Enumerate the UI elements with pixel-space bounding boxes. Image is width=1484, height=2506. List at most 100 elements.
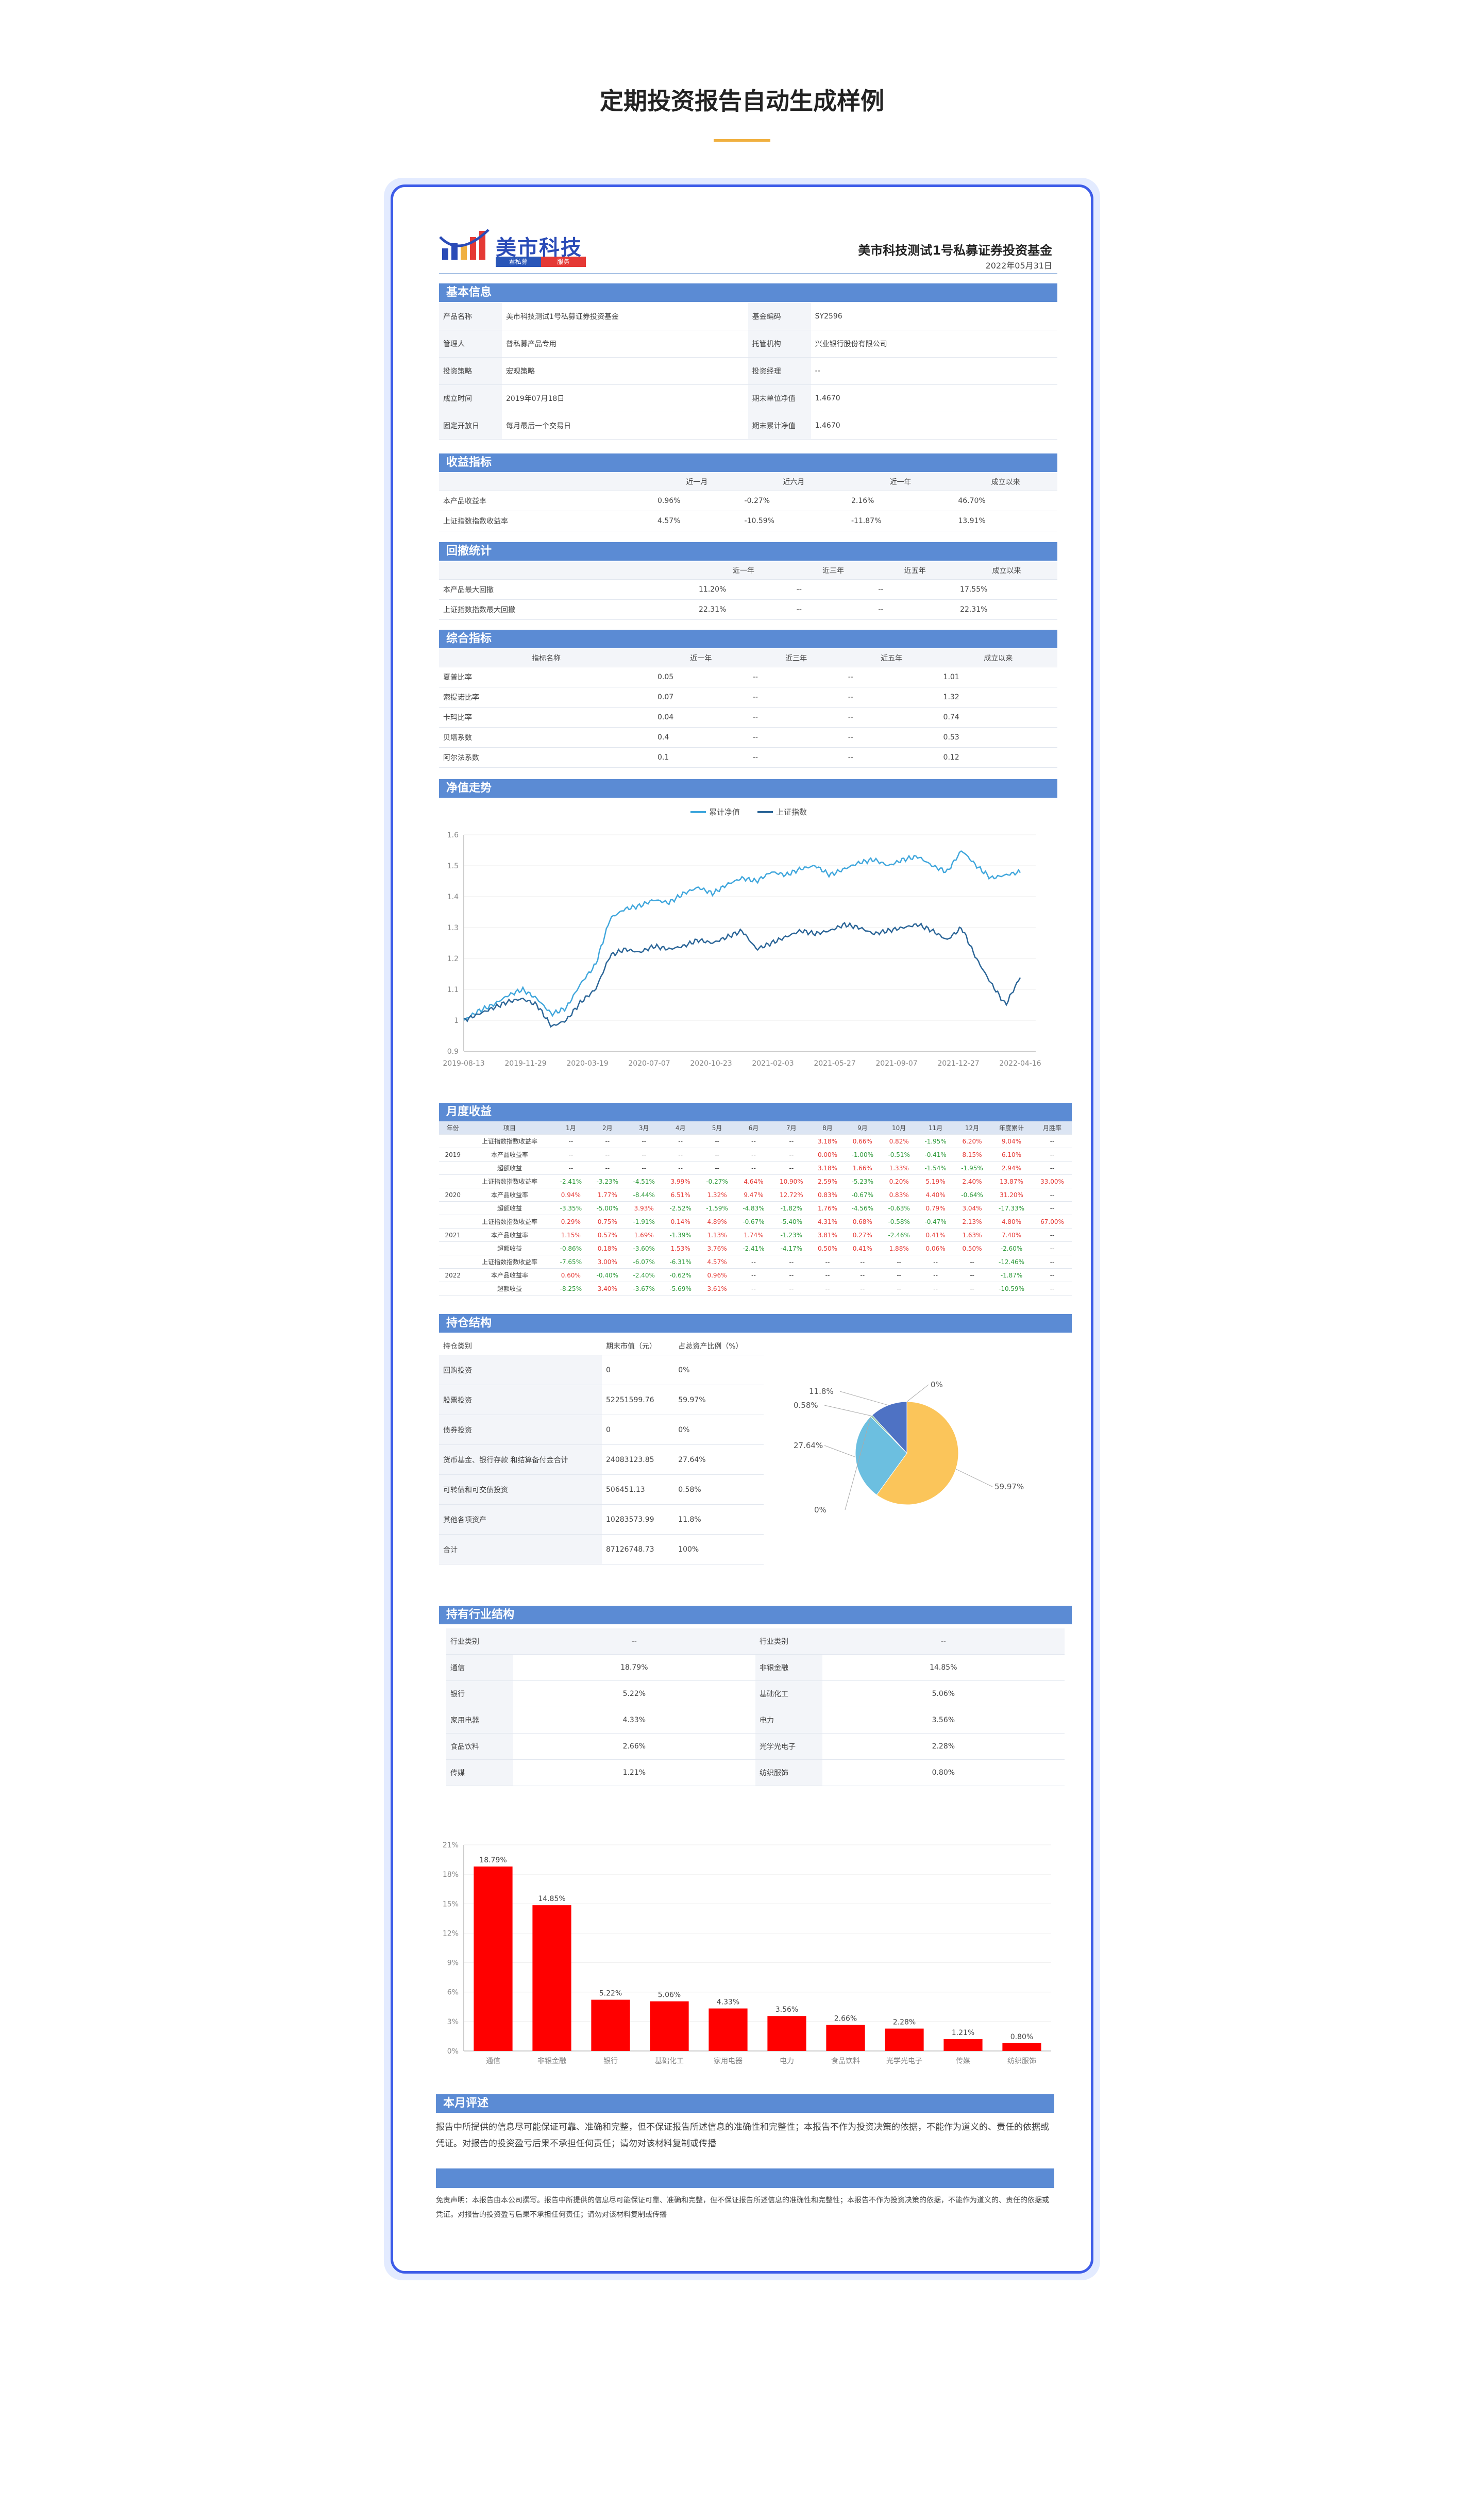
year-cell [439, 1134, 467, 1148]
value-cell: 7.40% [990, 1228, 1033, 1242]
table-row: 通信 18.79% 非银金融 14.85% [446, 1654, 1065, 1681]
column-header: 年份 [439, 1121, 467, 1135]
value-cell: 6.10% [990, 1148, 1033, 1162]
column-header [439, 473, 653, 491]
value-cell: -- [844, 707, 939, 728]
value-cell: -5.00% [589, 1201, 626, 1215]
value-cell: -0.86% [552, 1241, 589, 1255]
value-cell: 1.32% [699, 1188, 736, 1202]
section-returns: 收益指标 [439, 453, 1057, 472]
pie-leader-line [955, 1469, 993, 1487]
table-row: 债券投资 0 0% [439, 1415, 764, 1445]
x-category-label: 非银金融 [537, 2057, 566, 2065]
x-category-label: 银行 [603, 2057, 618, 2065]
table-row: 固定开放日 每月最后一个交易日 期末累计净值 1.4670 [439, 412, 1057, 440]
value-cell: -2.41% [735, 1241, 772, 1255]
y-tick-label: 21% [443, 1841, 459, 1849]
pie-label: 0.58% [794, 1401, 818, 1410]
value-cell: -0.40% [589, 1268, 626, 1282]
value-cell: -12.46% [990, 1255, 1033, 1269]
pie-slice [855, 1416, 907, 1495]
value-cell: -- [844, 667, 939, 687]
row-label: 其他各项资产 [439, 1504, 602, 1535]
section-nav-trend: 净值走势 [439, 779, 1057, 798]
column-header: 指标名称 [439, 649, 653, 667]
column-header: 占总资产比例（%） [674, 1337, 764, 1355]
value-cell: -2.60% [990, 1241, 1033, 1255]
bar [943, 2039, 983, 2051]
value-cell: 11.20% [695, 579, 792, 600]
value-cell: 1.01 [939, 667, 1057, 687]
y-tick-label: 1.6 [447, 831, 459, 839]
value-cell: -- [881, 1282, 918, 1296]
report-header: 美市科技 君私募 服务 美市科技测试1号私募证券投资基金 2022年05月31日 [439, 222, 1057, 274]
x-category-label: 纺织服饰 [1007, 2057, 1036, 2065]
section-drawdown: 回撤统计 [439, 542, 1057, 561]
value-cell: -- [1033, 1201, 1072, 1215]
value-cell: 0.50% [811, 1241, 845, 1255]
pie-leader-line [824, 1445, 856, 1458]
y-tick-label: 0% [447, 2047, 459, 2056]
item-cell: 超额收益 [466, 1161, 553, 1175]
column-header: 5月 [699, 1121, 736, 1135]
value-cell: 22.31% [956, 599, 1057, 620]
industry-table: 行业类别 -- 行业类别 -- 通信 18.79% 非银金融 14.85% 银行 5.22% 基础化… [446, 1628, 1065, 1786]
field-label: 固定开放日 [439, 412, 502, 440]
value-cell: 33.00% [1033, 1174, 1072, 1188]
value-cell: -6.31% [662, 1255, 699, 1269]
logo-sub-2: 服务 [541, 257, 586, 267]
value-cell: -- [735, 1161, 772, 1175]
basic-info-table: 产品名称 美市科技测试1号私募证券投资基金 基金编码 SY2596 管理人 普私募产品专用… [439, 303, 1057, 440]
section-disclaimer-bar [436, 2168, 1054, 2188]
column-header: 1月 [552, 1121, 589, 1135]
x-category-label: 家用电器 [714, 2057, 743, 2065]
value-cell: 0.75% [589, 1215, 626, 1229]
item-cell: 本产品收益率 [466, 1188, 553, 1202]
table-row: 年份 项目 1月 2月 3月 4月 5月 6月 7月 8月 9月 10月 11月 12月 年度累计 月胜率 [439, 1121, 1072, 1135]
value-cell: -- [874, 599, 956, 620]
value-cell: 0.68% [844, 1215, 881, 1229]
value-cell: -0.27% [740, 491, 847, 511]
value-cell: -- [1033, 1188, 1072, 1202]
y-tick-label: 3% [447, 2018, 459, 2026]
value-cell: -- [917, 1282, 954, 1296]
value-cell: 0.96% [653, 491, 740, 511]
value-cell: 0.83% [811, 1188, 845, 1202]
row-label: 合计 [439, 1534, 602, 1565]
field-label: 投资策略 [439, 357, 502, 385]
value-cell: -- [1033, 1241, 1072, 1255]
value-cell: 0.58% [674, 1474, 764, 1505]
column-header: 近一年 [695, 562, 792, 580]
x-tick-label: 2020-03-19 [566, 1059, 608, 1067]
x-tick-label: 2021-05-27 [814, 1059, 855, 1067]
table-row: 其他各项资产 10283573.99 11.8% [439, 1504, 764, 1535]
pie-label: 59.97% [994, 1482, 1024, 1491]
value-cell: 0.05 [653, 667, 749, 687]
column-header: 3月 [626, 1121, 663, 1135]
table-row: 本产品最大回撤 11.20% -- -- 17.55% [439, 579, 1057, 600]
y-tick-label: 1.3 [447, 924, 459, 932]
field-value: 宏观策略 [502, 357, 748, 385]
value-cell: -1.54% [917, 1161, 954, 1175]
field-value: 2019年07月18日 [502, 384, 748, 412]
bar-value-label: 18.79% [479, 1856, 507, 1864]
section-monthly: 月度收益 [439, 1103, 1072, 1121]
item-cell: 上证指数指数收益率 [466, 1134, 553, 1148]
value-cell: 27.64% [674, 1444, 764, 1475]
x-category-label: 传媒 [956, 2057, 970, 2065]
column-header: 近一年 [847, 473, 954, 491]
column-header: 行业类别 [446, 1628, 513, 1655]
value-cell: -- [552, 1148, 589, 1162]
series-line [463, 850, 1021, 1021]
section-holdings: 持仓结构 [439, 1314, 1072, 1333]
x-category-label: 电力 [780, 2057, 794, 2065]
table-row: 上证指数指数收益率 4.57% -10.59% -11.87% 13.91% [439, 511, 1057, 531]
table-row: 超额收益 -3.35% -5.00% 3.93% -2.52% -1.59% -4.83% -… [439, 1201, 1072, 1215]
holdings-table: 持仓类别 期末市值（元） 占总资产比例（%） 回购投资 0 0% 股票投资 52251599.… [439, 1337, 764, 1565]
value-cell: 0.60% [552, 1268, 589, 1282]
column-header: 7月 [771, 1121, 811, 1135]
value-cell: -3.23% [589, 1174, 626, 1188]
value-cell: -5.69% [662, 1282, 699, 1296]
value-cell: -2.52% [662, 1201, 699, 1215]
value-cell: -- [552, 1161, 589, 1175]
